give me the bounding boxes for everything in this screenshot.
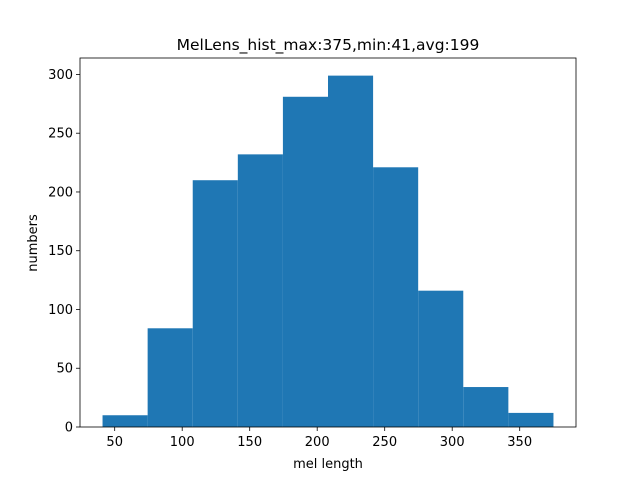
y-tick-label: 250	[48, 127, 73, 142]
histogram-bar	[328, 75, 374, 428]
histogram-bar	[508, 412, 554, 427]
y-tick-label: 0	[65, 421, 73, 436]
x-axis-ticks: 50 100 150 200 250 300 350	[106, 427, 532, 450]
x-axis-label: mel length	[293, 457, 363, 472]
histogram-bars	[102, 75, 554, 428]
x-tick-label: 150	[237, 435, 262, 450]
x-tick-label: 50	[106, 435, 123, 450]
histogram-bar	[418, 290, 464, 427]
y-axis-ticks: 0 50 100 150 200 250 300	[48, 68, 80, 436]
histogram-bar	[282, 96, 328, 427]
y-tick-label: 100	[48, 303, 73, 318]
histogram-bar	[463, 387, 509, 427]
x-tick-label: 300	[440, 435, 465, 450]
y-axis-label: numbers	[26, 214, 41, 272]
y-tick-label: 50	[56, 362, 73, 377]
histogram-bar	[102, 415, 148, 427]
histogram-bar	[147, 328, 193, 427]
x-tick-label: 100	[170, 435, 195, 450]
x-tick-label: 200	[305, 435, 330, 450]
chart-title: MelLens_hist_max:375,min:41,avg:199	[177, 36, 480, 55]
x-tick-label: 250	[372, 435, 397, 450]
histogram-bar	[373, 167, 419, 428]
histogram-bar	[237, 154, 283, 428]
x-tick-label: 350	[507, 435, 532, 450]
y-tick-label: 300	[48, 68, 73, 83]
plot-frame	[79, 57, 577, 428]
histogram-bar	[192, 180, 238, 427]
y-tick-label: 150	[48, 244, 73, 259]
y-tick-label: 200	[48, 185, 73, 200]
